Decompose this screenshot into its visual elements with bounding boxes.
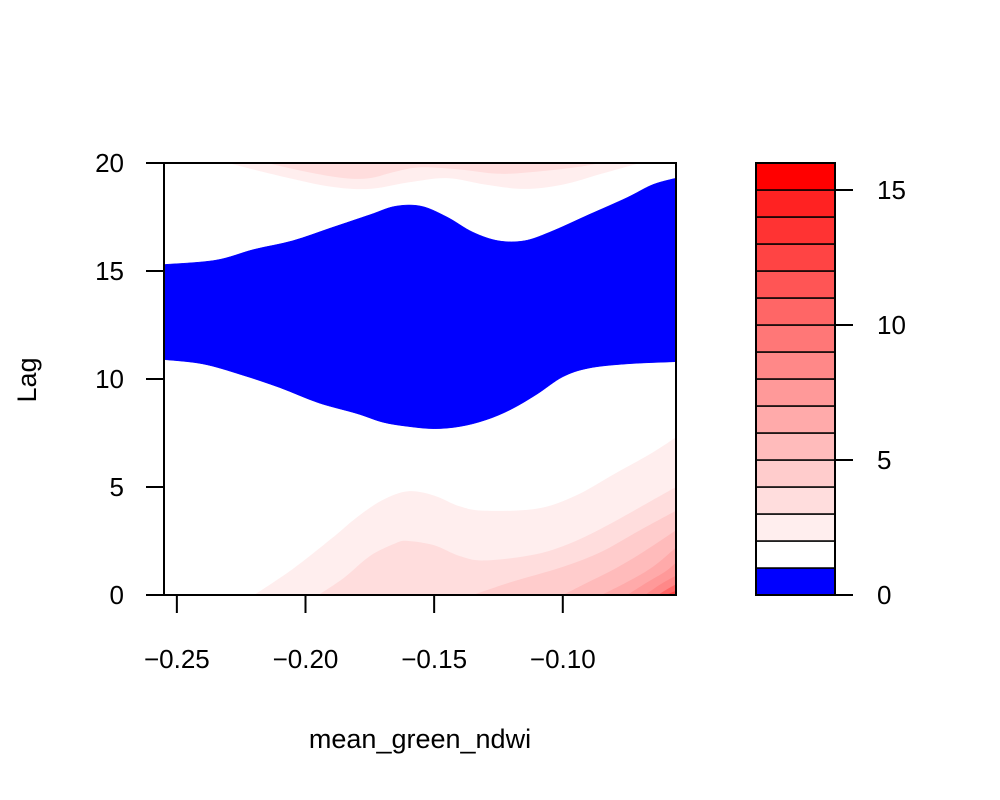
legend-swatch <box>755 351 836 380</box>
legend-swatch <box>755 270 836 299</box>
legend-frame <box>755 162 836 596</box>
legend-swatch <box>755 378 836 407</box>
contour-regions <box>164 163 676 595</box>
legend-swatch <box>755 243 836 272</box>
legend-swatch <box>755 513 836 542</box>
legend-swatch <box>755 297 836 326</box>
y-tick-label: 10 <box>95 364 124 394</box>
color-legend: 0 5 10 15 <box>755 162 906 610</box>
x-tick-label: −0.15 <box>401 644 467 674</box>
y-tick-label: 20 <box>95 148 124 178</box>
x-axis-title: mean_green_ndwi <box>309 724 531 754</box>
y-tick-label: 15 <box>95 256 124 286</box>
legend-tick-label: 0 <box>877 580 891 610</box>
legend-swatch <box>755 459 836 488</box>
contour-region-bottom-level-10 <box>658 584 676 595</box>
contour-region-blue-band <box>164 177 676 429</box>
legend-swatch <box>755 567 836 596</box>
x-axis: −0.25 −0.20 −0.15 −0.10 <box>144 594 596 674</box>
legend-tick-label: 10 <box>877 310 906 340</box>
x-tick-label: −0.20 <box>273 644 339 674</box>
legend-swatch <box>755 540 836 569</box>
x-tick-label: −0.10 <box>530 644 596 674</box>
contour-region-bottom-level-11 <box>665 590 676 595</box>
y-tick-label: 5 <box>110 472 124 502</box>
legend-tick-label: 15 <box>877 175 906 205</box>
legend-swatch <box>755 189 836 218</box>
contour-region-top-red-core <box>266 163 602 179</box>
legend-tick-label: 5 <box>877 445 891 475</box>
legend-swatch <box>755 405 836 434</box>
legend-swatch <box>755 432 836 461</box>
legend-swatch <box>755 324 836 353</box>
legend-swatch <box>755 162 836 191</box>
y-axis-title: Lag <box>12 357 42 402</box>
plot-area <box>164 163 676 595</box>
legend-swatch <box>755 486 836 515</box>
y-tick-label: 0 <box>110 580 124 610</box>
x-tick-label: −0.25 <box>144 644 210 674</box>
y-axis: 0 5 10 15 20 <box>95 148 164 610</box>
legend-swatch <box>755 216 836 245</box>
